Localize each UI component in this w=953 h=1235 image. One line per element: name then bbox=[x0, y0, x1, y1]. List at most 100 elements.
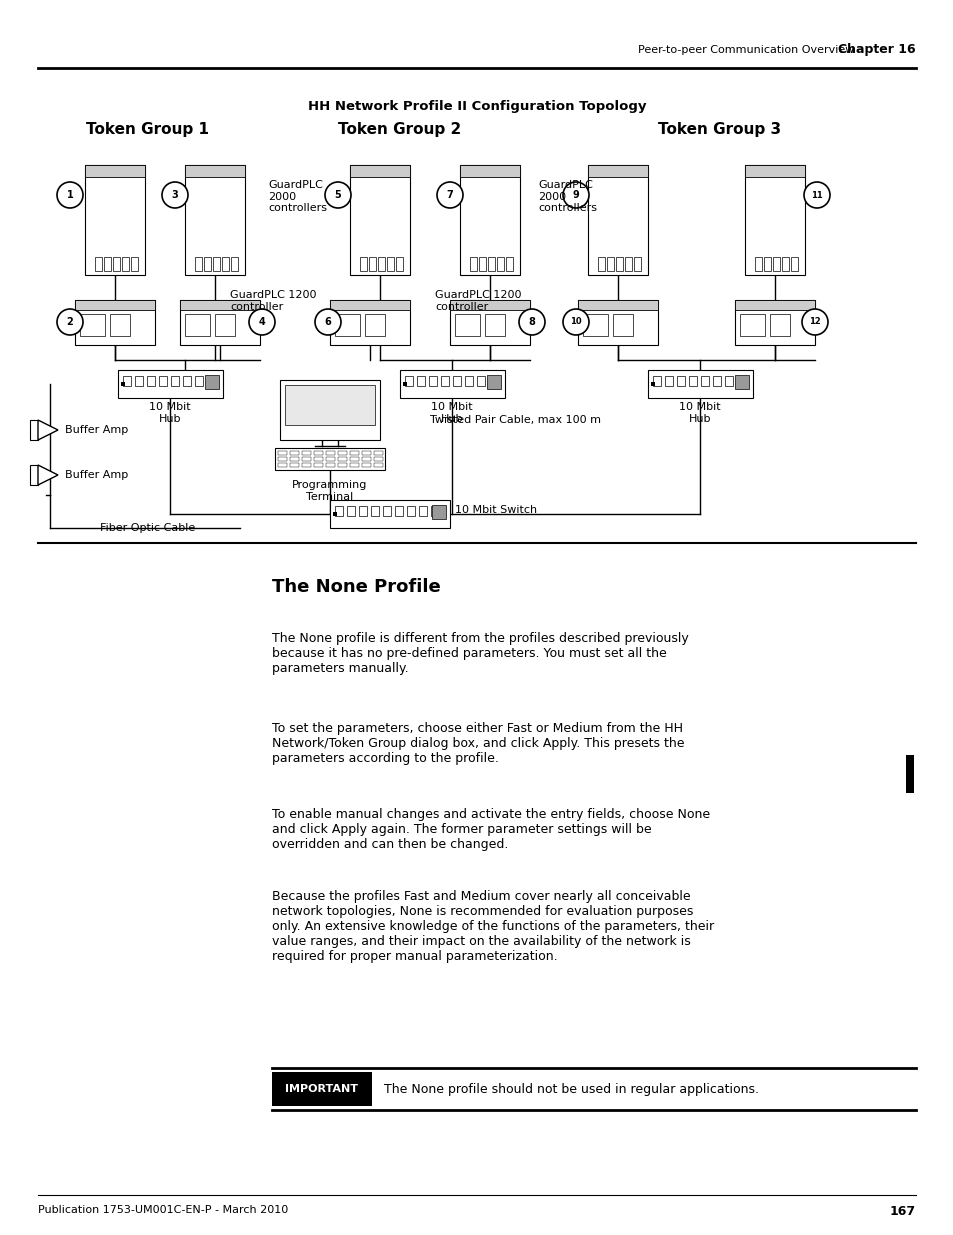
Bar bbox=[350, 165, 410, 275]
Bar bbox=[180, 300, 260, 310]
Bar bbox=[350, 463, 358, 467]
Bar bbox=[205, 375, 219, 389]
Bar bbox=[688, 375, 697, 387]
Circle shape bbox=[562, 309, 588, 335]
Bar bbox=[123, 375, 131, 387]
Bar bbox=[274, 448, 385, 471]
Text: 10 Mbit
Hub: 10 Mbit Hub bbox=[431, 403, 473, 424]
Circle shape bbox=[57, 309, 83, 335]
Bar bbox=[326, 451, 335, 454]
Bar bbox=[772, 257, 780, 270]
Bar bbox=[650, 382, 655, 387]
Bar bbox=[399, 370, 504, 398]
Bar bbox=[277, 457, 287, 461]
Bar bbox=[30, 466, 38, 485]
Bar bbox=[763, 257, 770, 270]
Bar bbox=[350, 451, 358, 454]
Text: Programming
Terminal: Programming Terminal bbox=[292, 480, 367, 501]
Circle shape bbox=[314, 309, 340, 335]
Text: Chapter 16: Chapter 16 bbox=[837, 43, 915, 57]
Bar bbox=[369, 257, 375, 270]
Bar bbox=[734, 300, 814, 345]
Bar bbox=[171, 375, 179, 387]
Bar bbox=[724, 375, 732, 387]
Bar bbox=[314, 457, 323, 461]
Bar bbox=[75, 300, 154, 310]
Bar bbox=[272, 1072, 372, 1107]
Bar bbox=[734, 375, 748, 389]
Bar bbox=[587, 165, 647, 177]
Text: 8: 8 bbox=[528, 317, 535, 327]
Bar bbox=[407, 506, 415, 516]
Bar bbox=[185, 165, 245, 275]
Bar bbox=[489, 375, 497, 387]
Bar bbox=[302, 451, 311, 454]
Bar bbox=[578, 300, 658, 310]
Text: To set the parameters, choose either Fast or Medium from the HH
Network/Token Gr: To set the parameters, choose either Fas… bbox=[272, 722, 684, 764]
Bar bbox=[183, 375, 191, 387]
Bar bbox=[734, 300, 814, 310]
Text: 5: 5 bbox=[335, 190, 341, 200]
Bar bbox=[652, 375, 660, 387]
Bar bbox=[459, 165, 519, 275]
Bar bbox=[121, 382, 125, 387]
Bar bbox=[440, 375, 449, 387]
Polygon shape bbox=[38, 420, 58, 440]
Text: The None Profile: The None Profile bbox=[272, 578, 440, 597]
Bar bbox=[207, 375, 214, 387]
Bar bbox=[744, 165, 804, 177]
Bar bbox=[85, 165, 145, 177]
Bar bbox=[476, 375, 484, 387]
Bar bbox=[432, 505, 446, 519]
Text: GuardPLC 1200
controller: GuardPLC 1200 controller bbox=[435, 290, 521, 311]
Text: 4: 4 bbox=[258, 317, 265, 327]
Bar bbox=[337, 463, 347, 467]
Bar bbox=[290, 451, 298, 454]
Bar bbox=[277, 451, 287, 454]
Bar bbox=[486, 375, 500, 389]
Bar bbox=[478, 257, 485, 270]
Bar bbox=[905, 755, 913, 793]
Bar bbox=[194, 257, 202, 270]
Bar bbox=[382, 506, 391, 516]
Bar bbox=[314, 451, 323, 454]
Bar bbox=[75, 300, 154, 345]
Bar bbox=[455, 314, 479, 336]
Bar bbox=[80, 314, 105, 336]
Circle shape bbox=[249, 309, 274, 335]
Bar bbox=[330, 500, 450, 529]
Bar bbox=[405, 375, 413, 387]
Bar bbox=[361, 463, 371, 467]
Text: Twisted Pair Cable, max 100 m: Twisted Pair Cable, max 100 m bbox=[430, 415, 600, 425]
Bar bbox=[350, 165, 410, 177]
Bar bbox=[290, 457, 298, 461]
Circle shape bbox=[803, 182, 829, 207]
Bar bbox=[85, 165, 145, 275]
Bar bbox=[371, 506, 378, 516]
Bar bbox=[337, 451, 347, 454]
Bar bbox=[337, 457, 347, 461]
Text: Because the profiles Fast and Medium cover nearly all conceivable
network topolo: Because the profiles Fast and Medium cov… bbox=[272, 890, 714, 963]
Bar bbox=[194, 375, 203, 387]
Bar bbox=[395, 506, 402, 516]
Bar bbox=[185, 165, 245, 177]
Bar bbox=[624, 257, 631, 270]
Circle shape bbox=[562, 182, 588, 207]
Bar bbox=[647, 370, 752, 398]
Polygon shape bbox=[38, 466, 58, 485]
Text: The None profile is different from the profiles described previously
because it : The None profile is different from the p… bbox=[272, 632, 688, 676]
Text: 3: 3 bbox=[172, 190, 178, 200]
Bar bbox=[214, 314, 234, 336]
Bar bbox=[582, 314, 607, 336]
Bar bbox=[333, 513, 336, 516]
Circle shape bbox=[57, 182, 83, 207]
Bar bbox=[290, 463, 298, 467]
Circle shape bbox=[518, 309, 544, 335]
Text: 10: 10 bbox=[570, 317, 581, 326]
Text: GuardPLC 1200
controller: GuardPLC 1200 controller bbox=[230, 290, 316, 311]
Bar bbox=[110, 314, 130, 336]
Text: IMPORTANT: IMPORTANT bbox=[285, 1084, 358, 1094]
Text: 12: 12 bbox=[808, 317, 820, 326]
Text: To enable manual changes and activate the entry fields, choose None
and click Ap: To enable manual changes and activate th… bbox=[272, 808, 709, 851]
Bar bbox=[104, 257, 111, 270]
